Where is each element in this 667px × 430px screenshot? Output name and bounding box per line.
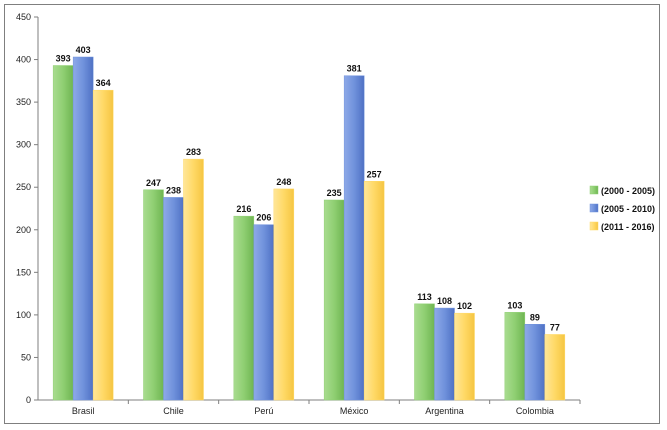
y-tick-label: 100 (16, 310, 31, 320)
legend-swatch (589, 185, 599, 195)
bar-chile-series-2 (163, 197, 184, 401)
data-label: 238 (166, 185, 181, 195)
data-label: 89 (530, 312, 540, 322)
data-label: 113 (417, 292, 432, 302)
bar-colombia-series-1 (504, 312, 526, 401)
data-label: 103 (507, 300, 522, 310)
plot-area: 0 50 100 150 200 250 300 350 400 450 393 403 364 Bras… (16, 12, 581, 416)
legend-swatch (589, 203, 599, 213)
data-label: 235 (327, 188, 342, 198)
bar-colombia-series-3 (544, 334, 566, 401)
x-tick-label: Brasil (72, 406, 95, 416)
bar-argentina-series-2 (434, 307, 455, 401)
bar-chile-series-1 (143, 189, 164, 401)
data-label: 403 (76, 45, 91, 55)
x-tick-label: Perú (254, 406, 273, 416)
y-tick-label: 450 (16, 12, 31, 22)
bar-perú-series-1 (233, 215, 255, 401)
bar-brasil-series-3 (92, 89, 114, 401)
bar-brasil-series-1 (52, 65, 74, 401)
y-tick-label: 0 (26, 395, 31, 405)
data-label: 206 (256, 213, 271, 223)
bar-argentina-series-1 (414, 303, 435, 401)
y-tick-label: 300 (16, 140, 31, 150)
bar-chile-series-3 (183, 158, 204, 401)
data-label: 381 (347, 64, 362, 74)
y-tick-label: 350 (16, 97, 31, 107)
bar-perú-series-3 (273, 188, 295, 401)
data-label: 364 (96, 78, 111, 88)
y-tick-label: 50 (21, 352, 31, 362)
bar-méxico-series-2 (343, 75, 365, 401)
legend: (2000 - 2005) (2005 - 2010) (2011 - 2016) (589, 185, 655, 232)
legend-swatch (589, 221, 599, 231)
data-label: 108 (437, 296, 452, 306)
data-label: 257 (367, 169, 382, 179)
data-label: 216 (236, 204, 251, 214)
bar-colombia-series-2 (524, 324, 546, 401)
x-tick-label: Chile (163, 406, 184, 416)
data-label: 393 (56, 54, 71, 64)
y-tick-label: 150 (16, 267, 31, 277)
legend-label: (2005 - 2010) (601, 204, 655, 214)
bar-brasil-series-2 (72, 56, 94, 401)
bar-méxico-series-1 (323, 199, 345, 401)
y-tick-label: 200 (16, 225, 31, 235)
data-label: 247 (146, 178, 161, 188)
bar-argentina-series-3 (454, 312, 475, 401)
y-tick-label: 250 (16, 182, 31, 192)
legend-label: (2011 - 2016) (601, 222, 655, 232)
y-tick-label: 400 (16, 55, 31, 65)
bar-perú-series-2 (253, 224, 275, 401)
bar-méxico-series-3 (363, 181, 385, 401)
x-tick-label: Colombia (516, 406, 554, 416)
data-label: 283 (186, 147, 201, 157)
x-tick-label: México (340, 406, 369, 416)
data-label: 102 (457, 301, 472, 311)
data-label: 77 (550, 322, 560, 332)
data-label: 248 (276, 177, 291, 187)
legend-label: (2000 - 2005) (601, 186, 655, 196)
x-tick-label: Argentina (425, 406, 464, 416)
